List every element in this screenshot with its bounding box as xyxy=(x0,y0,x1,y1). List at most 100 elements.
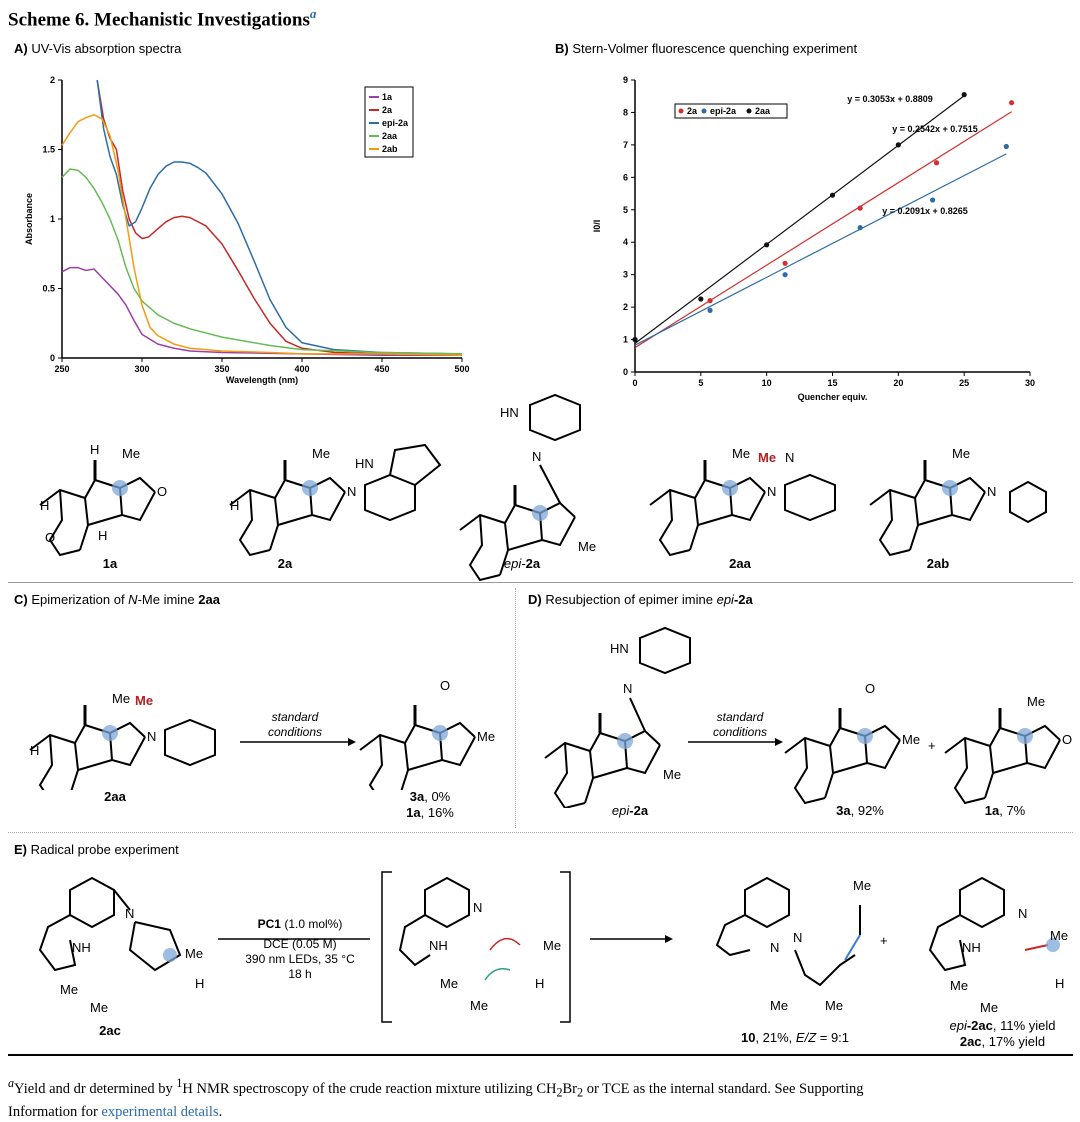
legend-label-2ab: 2ab xyxy=(382,144,398,154)
fit-equation-2a: y = 0.2542x + 0.7515 xyxy=(892,124,978,134)
y-tick-label: 9 xyxy=(623,75,628,85)
y-tick-label: 0 xyxy=(623,367,628,377)
y-tick-label: 1 xyxy=(50,214,55,224)
data-point-epi-2a xyxy=(707,307,713,313)
legend-label-2a: 2a xyxy=(687,106,698,116)
svg-text:HN: HN xyxy=(355,456,374,471)
svg-text:Me: Me xyxy=(122,446,140,461)
legend-box xyxy=(364,86,414,158)
svg-text:H: H xyxy=(90,442,99,457)
data-point-2a xyxy=(782,260,788,266)
svg-text:N: N xyxy=(770,940,779,955)
svg-text:H: H xyxy=(30,743,39,758)
svg-text:Me: Me xyxy=(477,729,495,744)
y-tick-label: 0 xyxy=(50,353,55,363)
svg-text:Me: Me xyxy=(732,446,750,461)
data-point-2aa xyxy=(895,142,901,148)
x-tick-label: 20 xyxy=(893,378,903,388)
fit-line-epi-2a xyxy=(634,153,1007,346)
panel-c-label: C) Epimerization of N-Me imine 2aa xyxy=(14,592,220,607)
y-tick-label: 3 xyxy=(623,270,628,280)
svg-text:Me: Me xyxy=(135,693,153,708)
svg-text:Me: Me xyxy=(470,998,488,1013)
panel-c-sm-caption: 2aa xyxy=(104,789,126,804)
svg-text:O: O xyxy=(1062,732,1072,747)
svg-text:N: N xyxy=(767,484,776,499)
data-point-epi-2a xyxy=(929,197,936,203)
svg-text:HN: HN xyxy=(500,405,519,420)
y-tick-label: 1 xyxy=(623,335,628,345)
svg-text:Me: Me xyxy=(825,998,843,1013)
svg-text:+: + xyxy=(880,933,888,948)
legend-label-epi-2a: epi-2a xyxy=(710,106,737,116)
svg-text:Me: Me xyxy=(90,1000,108,1015)
y-axis-label: I0/I xyxy=(592,220,602,233)
experimental-details-link[interactable]: experimental details xyxy=(101,1103,219,1120)
fit-equation-2aa: y = 0.3053x + 0.8809 xyxy=(847,94,933,104)
caption-1a: 1a xyxy=(102,556,118,571)
panel-c-conditions: standard conditions xyxy=(267,710,323,739)
svg-text:H: H xyxy=(535,976,544,991)
fit-line-2aa xyxy=(634,95,965,344)
svg-text:Me: Me xyxy=(952,446,970,461)
data-point-2aa xyxy=(829,192,836,198)
svg-text:Me: Me xyxy=(578,539,596,554)
x-tick-label: 0 xyxy=(632,378,637,388)
svg-text:Me: Me xyxy=(543,938,561,953)
data-point-2aa xyxy=(961,92,967,98)
caption-2aa: 2aa xyxy=(729,556,751,571)
series-line-2aa xyxy=(61,168,463,355)
structure-epi-2a: N HN Me xyxy=(458,393,596,582)
structure-2aa: Me N Me N xyxy=(648,446,836,557)
structure-1a: H H Me O O H xyxy=(38,442,167,557)
divider-cd xyxy=(515,588,516,828)
svg-text:Me: Me xyxy=(112,691,130,706)
x-tick-label: 300 xyxy=(134,364,149,374)
panel-e-label: E) Radical probe experiment xyxy=(14,842,179,857)
svg-text:N: N xyxy=(125,906,134,921)
svg-text:N: N xyxy=(1018,906,1027,921)
y-tick-label: 2 xyxy=(623,302,628,312)
svg-text:H: H xyxy=(195,976,204,991)
x-tick-label: 250 xyxy=(54,364,69,374)
x-axis-label: Wavelength (nm) xyxy=(226,375,298,385)
svg-text:Me: Me xyxy=(950,978,968,993)
x-axis-label: Quencher equiv. xyxy=(798,392,868,402)
stern-volmer-chart: 0 5 10 15 20 25 30 0 1 2 3 4 5 6 7 8 9 Quencher equiv. I0/… xyxy=(592,75,1035,402)
series-line-1a xyxy=(61,266,462,356)
svg-text:O: O xyxy=(157,484,167,499)
svg-text:N: N xyxy=(532,449,541,464)
y-tick-label: 4 xyxy=(623,237,628,247)
footnote-rule xyxy=(8,1054,1073,1056)
svg-text:Me: Me xyxy=(902,732,920,747)
fit-equation-epi-2a: y = 0.2091x + 0.8265 xyxy=(882,206,968,216)
x-tick-label: 15 xyxy=(827,378,837,388)
svg-text:N: N xyxy=(623,681,632,696)
svg-text:Me: Me xyxy=(770,998,788,1013)
svg-text:N: N xyxy=(473,900,482,915)
structures-row: H H Me O O H H Me N HN N HN Me Me N Me N… xyxy=(38,393,1047,582)
svg-text:HN: HN xyxy=(610,641,629,656)
svg-text:Me: Me xyxy=(1050,928,1068,943)
panel-c-scheme: H Me N Me Me O xyxy=(28,678,495,790)
footnote: aYield and dr determined by 1H NMR spect… xyxy=(8,1076,864,1120)
x-tick-label: 5 xyxy=(698,378,703,388)
legend-label-2aa: 2aa xyxy=(382,131,398,141)
svg-text:N: N xyxy=(793,930,802,945)
x-tick-label: 400 xyxy=(294,364,309,374)
data-point-2aa xyxy=(698,296,704,302)
panel-e-conditions: PC1 (1.0 mol%) DCE (0.05 M) 390 nm LEDs,… xyxy=(245,917,355,981)
panel-a-label: A) UV-Vis absorption spectra xyxy=(14,41,182,56)
data-point-2aa xyxy=(764,242,770,248)
panel-d-p2-caption: 1a, 7% xyxy=(984,803,1026,818)
svg-text:O: O xyxy=(45,530,55,545)
data-point-2aa xyxy=(632,336,638,343)
panel-d-sm-caption: epi-2a xyxy=(611,803,649,818)
panel-d-conditions: standard conditions xyxy=(712,710,768,739)
svg-text:H: H xyxy=(1055,976,1064,991)
svg-text:H: H xyxy=(230,498,239,513)
svg-text:Me: Me xyxy=(60,982,78,997)
panel-e-sm-caption: 2ac xyxy=(99,1023,121,1038)
caption-epi-2a: epi-2a xyxy=(503,556,541,571)
panel-e-scheme: N NH Me Me Me H N NH Me Me Me H N N Me M… xyxy=(38,871,1068,1023)
